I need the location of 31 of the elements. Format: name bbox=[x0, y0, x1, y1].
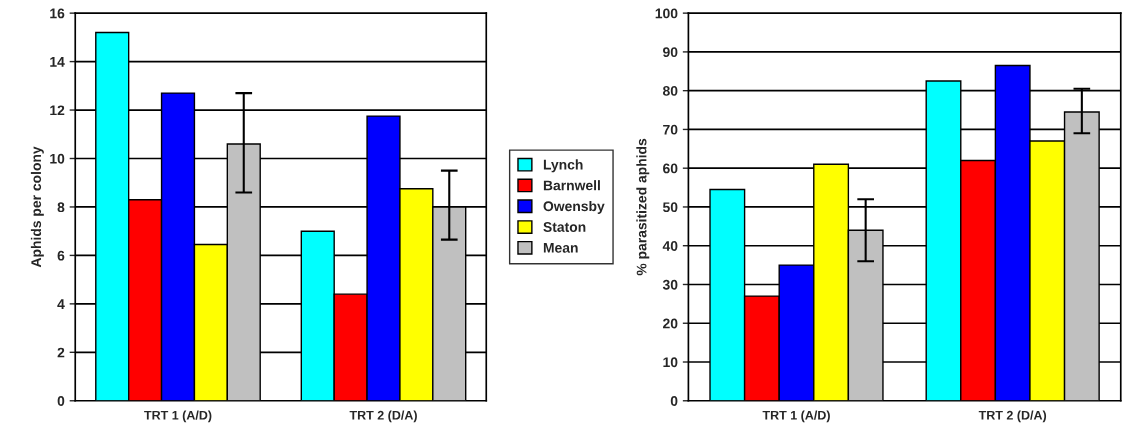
y-tick-label: 10 bbox=[663, 357, 678, 368]
y-tick-label: 40 bbox=[662, 241, 678, 251]
y-tick-label: 10 bbox=[50, 153, 65, 164]
y-tick-label: 6 bbox=[57, 250, 65, 261]
y-tick-label: 70 bbox=[663, 124, 678, 135]
y-tick-label: 30 bbox=[662, 279, 678, 290]
y-tick-label: 0 bbox=[670, 396, 678, 406]
x-tick-label: TRT 2 (D/A) bbox=[349, 410, 417, 423]
y-tick-label: 60 bbox=[663, 163, 678, 174]
x-tick-label: TRT 1 (A/D) bbox=[762, 410, 830, 423]
x-tick-label: TRT 2 (D/A) bbox=[978, 410, 1047, 423]
y-tick-label: 4 bbox=[57, 299, 65, 309]
y-tick-label: 14 bbox=[50, 57, 65, 67]
y-tick-label: 100 bbox=[655, 8, 678, 19]
y-axis-title: % parasitized aphids bbox=[636, 138, 650, 276]
y-tick-label: 8 bbox=[57, 202, 65, 213]
y-tick-label: 0 bbox=[57, 396, 65, 406]
legend-label: Mean bbox=[543, 243, 578, 253]
y-axis-title: Aphids per colony bbox=[30, 146, 44, 268]
y-tick-label: 90 bbox=[663, 47, 678, 58]
legend-label: Lynch bbox=[543, 159, 583, 173]
y-tick-label: 20 bbox=[663, 318, 678, 329]
y-tick-label: 12 bbox=[50, 105, 65, 116]
y-tick-label: 16 bbox=[50, 8, 65, 19]
y-tick-label: 50 bbox=[662, 202, 678, 213]
legend-label: Staton bbox=[543, 222, 586, 232]
y-tick-label: 2 bbox=[57, 347, 65, 358]
x-tick-label: TRT 1 (A/D) bbox=[144, 410, 212, 423]
legend-label: Owensby bbox=[543, 200, 605, 214]
y-tick-label: 80 bbox=[662, 86, 678, 96]
legend-label: Barnwell bbox=[543, 180, 600, 191]
